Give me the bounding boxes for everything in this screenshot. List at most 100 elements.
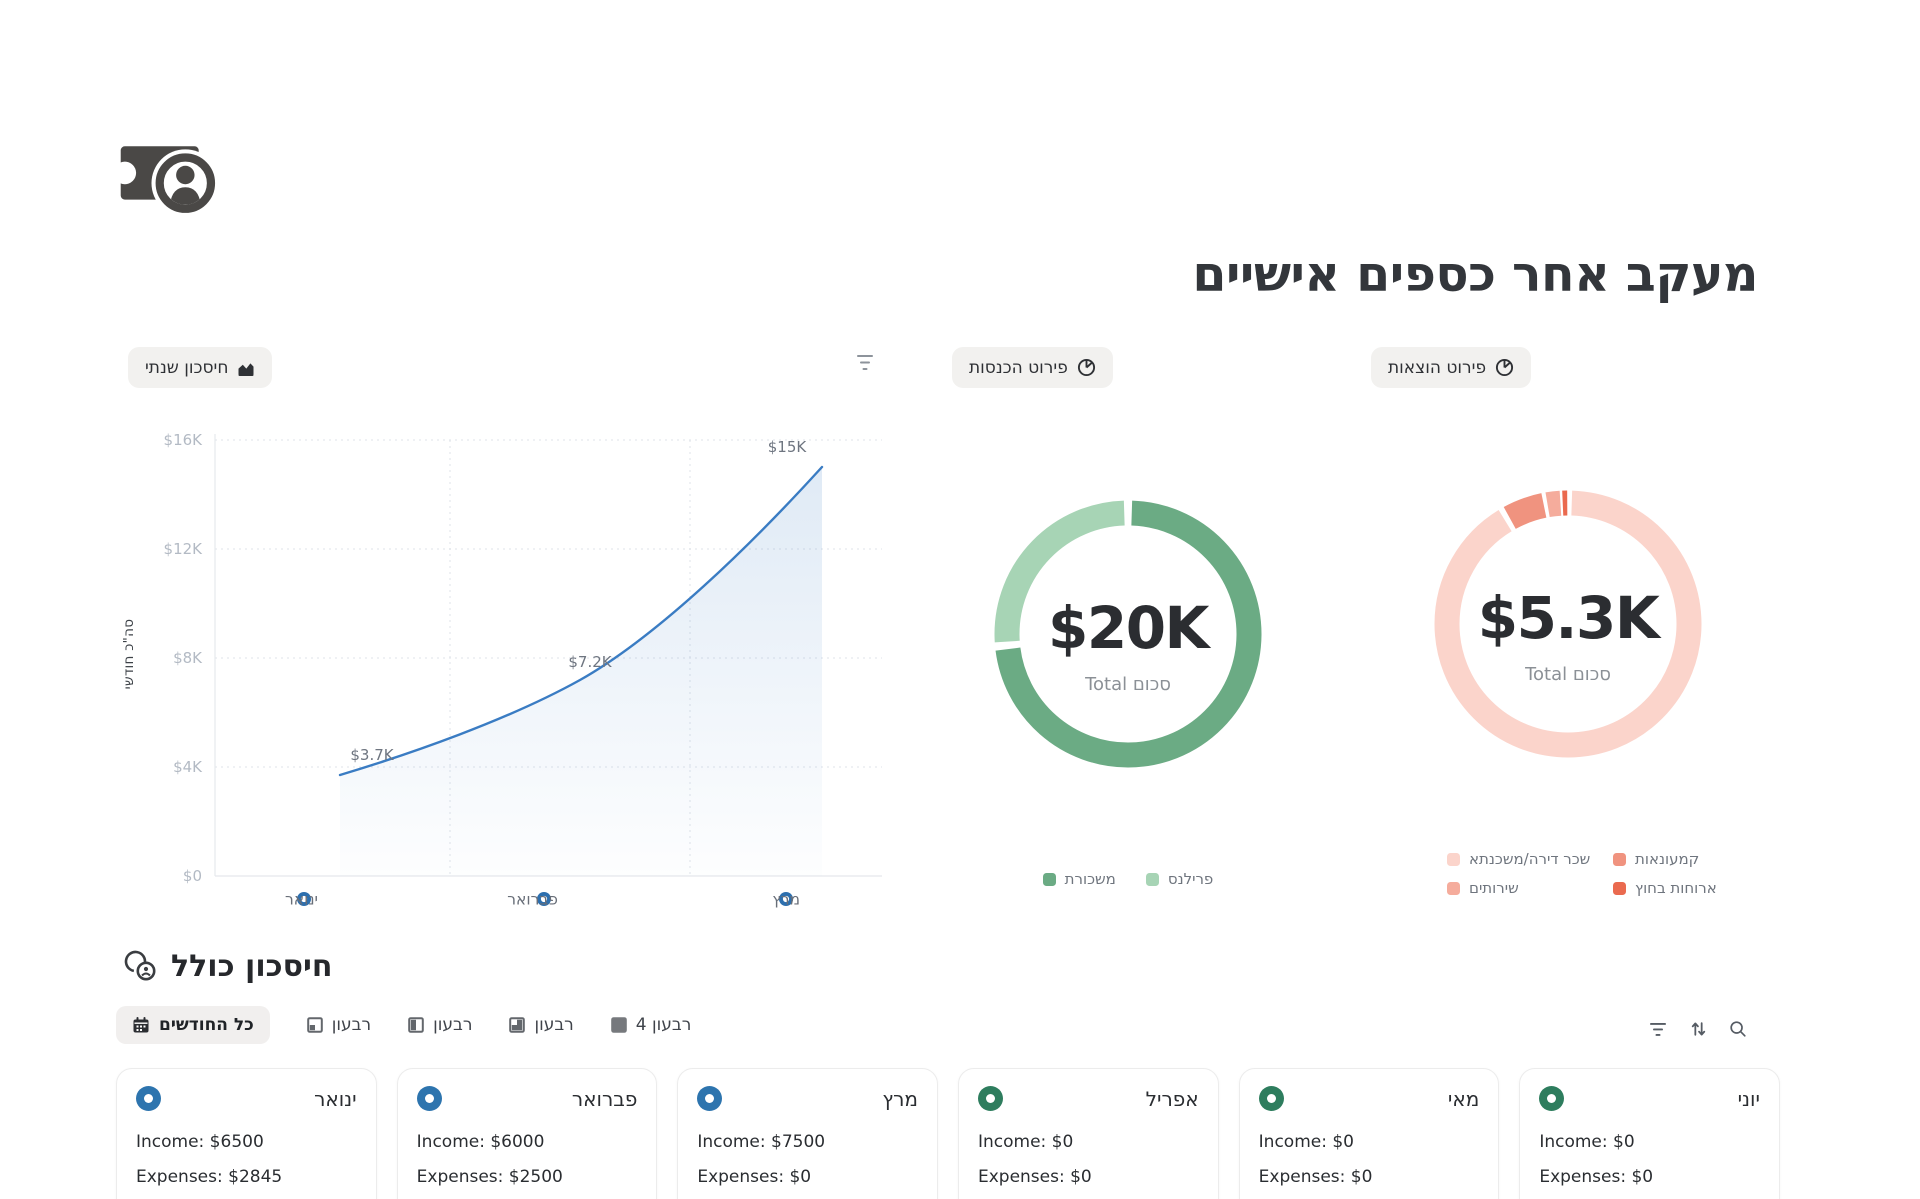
- expenses-breakdown-badge-label: פירוט הוצאות: [1388, 357, 1487, 378]
- savings-toolbar: [1648, 1020, 1747, 1038]
- dining-swatch-icon: [1613, 881, 1626, 895]
- filter-icon[interactable]: [1648, 1021, 1668, 1038]
- month-dot-icon: [977, 1086, 1003, 1111]
- month-card-february[interactable]: פברואר Income: $6000 Expenses: $2500: [396, 1068, 658, 1199]
- expenses-donut-chart: $5.3K סכום Total: [1428, 484, 1708, 764]
- pie-chart-icon: [1077, 358, 1095, 377]
- annual-savings-badge-label: חיסכון שנתי: [145, 357, 229, 378]
- legend-item-rent[interactable]: שכר דירה/משכנתא: [1447, 850, 1613, 868]
- month-name: פברואר: [571, 1086, 638, 1111]
- quarter-4-square-icon: [610, 1017, 627, 1033]
- month-card-may[interactable]: מאי Income: $0 Expenses: $0: [1238, 1068, 1500, 1199]
- x-axis-months: ינואר פברואר מרץ: [285, 891, 800, 909]
- expenses-value: Expenses: $2845: [136, 1167, 283, 1187]
- svg-text:$12K: $12K: [164, 540, 204, 558]
- income-value: Income: $6000: [416, 1132, 545, 1152]
- legend-item-salary[interactable]: משכורת: [1042, 870, 1116, 888]
- month-name: מאי: [1447, 1086, 1480, 1111]
- gridlines: [215, 439, 882, 876]
- legend-item-freelance[interactable]: פרילנס: [1145, 870, 1213, 888]
- rent-swatch-icon: [1447, 852, 1460, 866]
- tab-all-months[interactable]: כל החודשים: [116, 1006, 270, 1044]
- month-name: מרץ: [882, 1086, 918, 1111]
- month-name: יוני: [1737, 1086, 1760, 1111]
- tab-quarter-3[interactable]: רבעון: [509, 1015, 574, 1035]
- salary-swatch-icon: [1042, 872, 1056, 886]
- month-dot-icon: [416, 1086, 442, 1111]
- expenses-value: Expenses: $0: [1539, 1167, 1654, 1187]
- legend-item-services[interactable]: שירותים: [1447, 879, 1613, 897]
- expenses-value: Expenses: $0: [697, 1167, 812, 1187]
- income-breakdown-badge-label: פירוט הכנסות: [969, 357, 1068, 378]
- expenses-value: Expenses: $0: [1258, 1167, 1373, 1187]
- expenses-value: Expenses: $2500: [416, 1167, 563, 1187]
- income-value: Income: $6500: [136, 1132, 264, 1152]
- income-slice-salary: [994, 500, 1262, 768]
- quarter-tabs: כל החודשים רבעון רבעון רבעון: [116, 1006, 691, 1044]
- search-icon[interactable]: [1729, 1020, 1747, 1038]
- month-dot-icon: [136, 1086, 161, 1111]
- month-marker-feb: פברואר: [507, 891, 558, 909]
- retail-swatch-icon: [1613, 852, 1626, 866]
- tab-quarter-1[interactable]: רבעון: [306, 1015, 371, 1035]
- sort-icon[interactable]: [1689, 1020, 1708, 1038]
- month-name: אפריל: [1145, 1086, 1199, 1111]
- month-marker-jan: ינואר: [285, 891, 318, 909]
- expense-slice-rent: [1434, 490, 1702, 758]
- month-card-january[interactable]: ינואר Income: $6500 Expenses: $2845: [116, 1068, 377, 1199]
- month-card-march[interactable]: מרץ Income: $7500 Expenses: $0: [677, 1068, 938, 1199]
- savings-line: [338, 465, 824, 777]
- page-title: מעקב אחר כספים אישיים: [1192, 246, 1758, 303]
- month-dot-icon: [1258, 1086, 1284, 1111]
- svg-text:$7.2K: $7.2K: [568, 653, 612, 671]
- savings-area: [340, 467, 822, 876]
- total-savings-heading: חיסכון כולל: [122, 948, 332, 984]
- month-card-april[interactable]: אפריל Income: $0 Expenses: $0: [957, 1068, 1219, 1199]
- pie-chart-icon: [1496, 358, 1514, 377]
- services-swatch-icon: [1447, 881, 1460, 895]
- svg-text:פברואר: פברואר: [507, 891, 558, 909]
- filter-icon[interactable]: [852, 352, 878, 374]
- svg-text:$8K: $8K: [173, 649, 203, 667]
- quarter-2-square-icon: [408, 1017, 424, 1033]
- month-name: ינואר: [314, 1086, 357, 1111]
- income-value: Income: $0: [1539, 1132, 1635, 1152]
- calendar-icon: [133, 1017, 149, 1033]
- area-chart-icon: [238, 362, 254, 376]
- income-donut-chart: $20K סכום Total: [988, 494, 1268, 774]
- y-axis-ticks: $16K $12K $8K $4K $0: [164, 431, 204, 885]
- quarter-1-square-icon: [306, 1017, 323, 1033]
- income-value: Income: $0: [1258, 1132, 1354, 1152]
- annual-savings-line-chart: $16K $12K $8K $4K $0 $3.7K $7.2K $15K ינ…: [164, 431, 882, 909]
- freelance-swatch-icon: [1145, 872, 1159, 886]
- point-labels: $3.7K $7.2K $15K: [350, 438, 807, 764]
- month-dot-icon: [1539, 1086, 1565, 1111]
- income-slice-freelance: [994, 500, 1262, 768]
- tab-quarter-2[interactable]: רבעון: [408, 1015, 472, 1035]
- month-cards: ינואר Income: $6500 Expenses: $2845 פברו…: [116, 1068, 1780, 1199]
- svg-text:$15K: $15K: [768, 438, 808, 456]
- expenses-legend: שכר דירה/משכנתא קמעונאות שירותים ארוחות …: [1447, 850, 1717, 897]
- month-card-june[interactable]: יוני Income: $0 Expenses: $0: [1519, 1068, 1780, 1199]
- money-coin-logo-icon: [120, 146, 220, 216]
- income-value: Income: $0: [977, 1132, 1074, 1152]
- month-marker-mar: מרץ: [772, 891, 800, 909]
- svg-text:מרץ: מרץ: [772, 891, 800, 909]
- income-donut-svg: [994, 500, 1262, 768]
- svg-text:$0: $0: [183, 867, 202, 885]
- legend-item-retail[interactable]: קמעונאות: [1613, 850, 1717, 868]
- svg-text:$4K: $4K: [173, 758, 203, 776]
- month-dot-icon: [697, 1086, 723, 1111]
- annual-savings-badge[interactable]: חיסכון שנתי: [128, 347, 273, 388]
- coins-icon: [124, 950, 156, 981]
- income-breakdown-badge[interactable]: פירוט הכנסות: [952, 347, 1113, 388]
- legend-item-dining[interactable]: ארוחות בחוץ: [1613, 879, 1717, 897]
- expenses-breakdown-badge[interactable]: פירוט הוצאות: [1371, 347, 1532, 388]
- expenses-donut-svg: [1434, 490, 1702, 758]
- income-legend: משכורת פרילנס: [988, 870, 1268, 888]
- expenses-value: Expenses: $0: [977, 1167, 1092, 1187]
- quarter-3-square-icon: [509, 1017, 526, 1033]
- svg-text:ינואר: ינואר: [285, 891, 318, 909]
- tab-quarter-4[interactable]: רבעון 4: [610, 1015, 691, 1035]
